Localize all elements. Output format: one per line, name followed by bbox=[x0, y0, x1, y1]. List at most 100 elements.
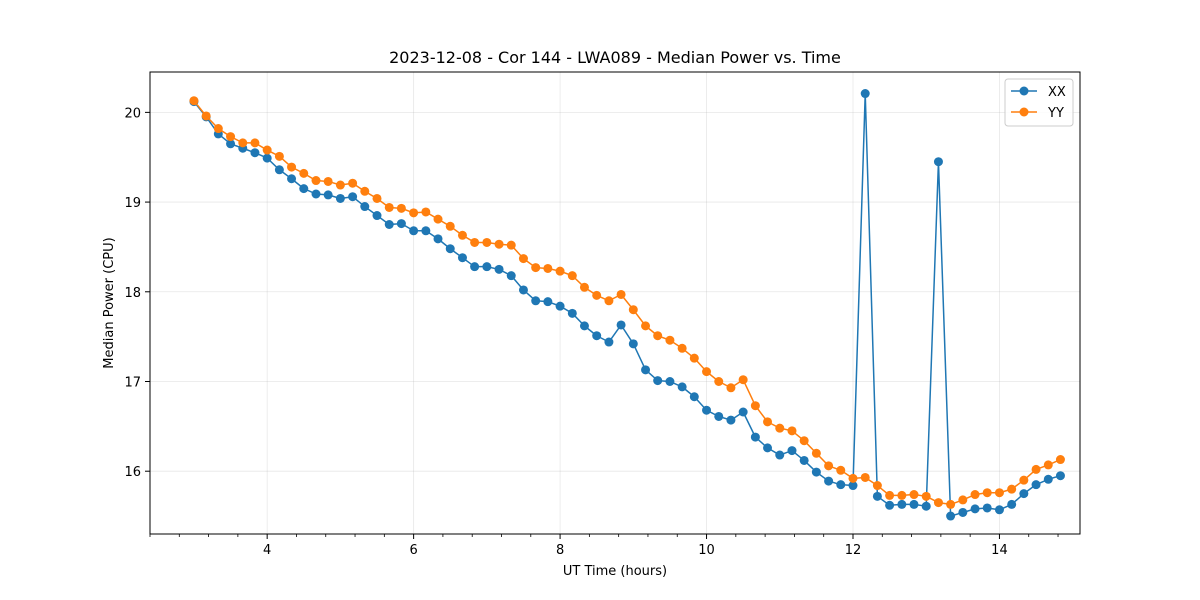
y-tick-label: 18 bbox=[124, 286, 141, 301]
data-point-yy bbox=[311, 176, 321, 186]
data-point-xx bbox=[860, 89, 870, 99]
data-point-xx bbox=[287, 174, 297, 184]
data-point-xx bbox=[579, 321, 589, 331]
data-point-yy bbox=[616, 289, 626, 299]
data-point-yy bbox=[323, 176, 333, 186]
data-point-yy bbox=[226, 132, 236, 142]
data-point-yy bbox=[543, 263, 553, 273]
data-point-yy bbox=[592, 290, 602, 300]
data-point-xx bbox=[946, 511, 956, 521]
data-point-yy bbox=[299, 168, 309, 178]
data-point-xx bbox=[787, 446, 797, 456]
data-point-yy bbox=[384, 202, 394, 212]
data-point-xx bbox=[726, 415, 736, 425]
data-point-yy bbox=[335, 180, 345, 190]
data-point-yy bbox=[494, 239, 504, 249]
data-point-xx bbox=[384, 220, 394, 229]
data-point-yy bbox=[1043, 460, 1053, 470]
data-point-yy bbox=[470, 237, 480, 247]
data-point-xx bbox=[274, 165, 284, 175]
data-point-xx bbox=[763, 443, 773, 453]
chart-title: 2023-12-08 - Cor 144 - LWA089 - Median P… bbox=[389, 48, 841, 67]
data-point-xx bbox=[592, 331, 602, 341]
data-point-yy bbox=[946, 499, 956, 509]
axis-ticks: 4 6 8 10 12 14 16 17 18 19 20 bbox=[124, 106, 1059, 558]
data-point-xx bbox=[299, 184, 309, 194]
data-point-xx bbox=[445, 244, 455, 254]
data-point-yy bbox=[787, 426, 797, 436]
data-point-yy bbox=[653, 331, 663, 341]
data-point-xx bbox=[799, 455, 809, 465]
data-point-xx bbox=[506, 271, 516, 281]
data-point-yy bbox=[799, 436, 809, 446]
data-point-yy bbox=[445, 221, 455, 231]
series-yy bbox=[189, 96, 1065, 509]
data-point-xx bbox=[750, 432, 760, 442]
data-point-xx bbox=[628, 339, 638, 349]
data-point-xx bbox=[872, 491, 882, 501]
data-point-xx bbox=[641, 365, 651, 375]
data-point-yy bbox=[897, 490, 907, 500]
data-point-yy bbox=[860, 472, 870, 482]
data-point-xx bbox=[897, 499, 907, 509]
x-tick-label: 12 bbox=[845, 543, 862, 558]
data-point-yy bbox=[702, 367, 712, 377]
data-point-yy bbox=[555, 266, 565, 276]
data-point-yy bbox=[872, 481, 882, 491]
y-axis-label: Median Power (CPU) bbox=[102, 237, 117, 368]
data-point-yy bbox=[1007, 484, 1017, 494]
x-tick-label: 8 bbox=[556, 543, 564, 558]
data-point-xx bbox=[482, 262, 492, 272]
data-point-yy bbox=[457, 230, 467, 240]
data-point-xx bbox=[702, 405, 712, 415]
data-point-xx bbox=[689, 392, 699, 402]
data-point-xx bbox=[958, 507, 968, 517]
data-point-xx bbox=[360, 202, 370, 212]
data-point-xx bbox=[555, 301, 565, 311]
data-point-yy bbox=[189, 96, 199, 106]
data-point-yy bbox=[933, 498, 943, 508]
data-point-yy bbox=[604, 296, 614, 306]
x-axis-label: UT Time (hours) bbox=[563, 564, 667, 579]
data-point-xx bbox=[409, 226, 419, 236]
data-point-yy bbox=[421, 207, 431, 217]
data-point-yy bbox=[994, 488, 1004, 498]
data-point-yy bbox=[811, 448, 821, 458]
data-point-yy bbox=[885, 490, 895, 500]
data-point-xx bbox=[714, 411, 724, 421]
data-point-xx bbox=[909, 499, 919, 509]
data-point-xx bbox=[531, 296, 541, 306]
data-point-yy bbox=[531, 263, 541, 273]
data-point-xx bbox=[543, 297, 553, 307]
data-point-xx bbox=[982, 503, 992, 513]
data-point-yy bbox=[775, 423, 785, 433]
data-point-xx bbox=[933, 157, 943, 167]
data-point-yy bbox=[750, 401, 760, 411]
data-point-yy bbox=[213, 124, 223, 134]
data-point-xx bbox=[335, 193, 345, 203]
data-point-yy bbox=[433, 214, 443, 224]
data-point-xx bbox=[421, 226, 431, 236]
data-point-yy bbox=[287, 162, 297, 172]
series-xx bbox=[189, 89, 1065, 521]
data-point-yy bbox=[982, 488, 992, 498]
data-point-yy bbox=[506, 240, 516, 250]
data-point-xx bbox=[994, 505, 1004, 515]
data-point-xx bbox=[824, 476, 834, 486]
data-point-yy bbox=[689, 353, 699, 363]
data-point-yy bbox=[262, 145, 272, 155]
data-point-xx bbox=[262, 153, 272, 163]
data-point-xx bbox=[311, 189, 321, 199]
data-point-xx bbox=[775, 450, 785, 460]
data-point-yy bbox=[677, 343, 687, 353]
data-point-yy bbox=[641, 321, 651, 331]
data-point-xx bbox=[848, 481, 858, 491]
y-tick-label: 20 bbox=[124, 106, 141, 121]
data-point-yy bbox=[579, 282, 589, 292]
data-point-xx bbox=[738, 407, 748, 417]
data-point-yy bbox=[1019, 475, 1029, 485]
data-point-yy bbox=[848, 473, 858, 483]
data-point-xx bbox=[1055, 471, 1065, 481]
